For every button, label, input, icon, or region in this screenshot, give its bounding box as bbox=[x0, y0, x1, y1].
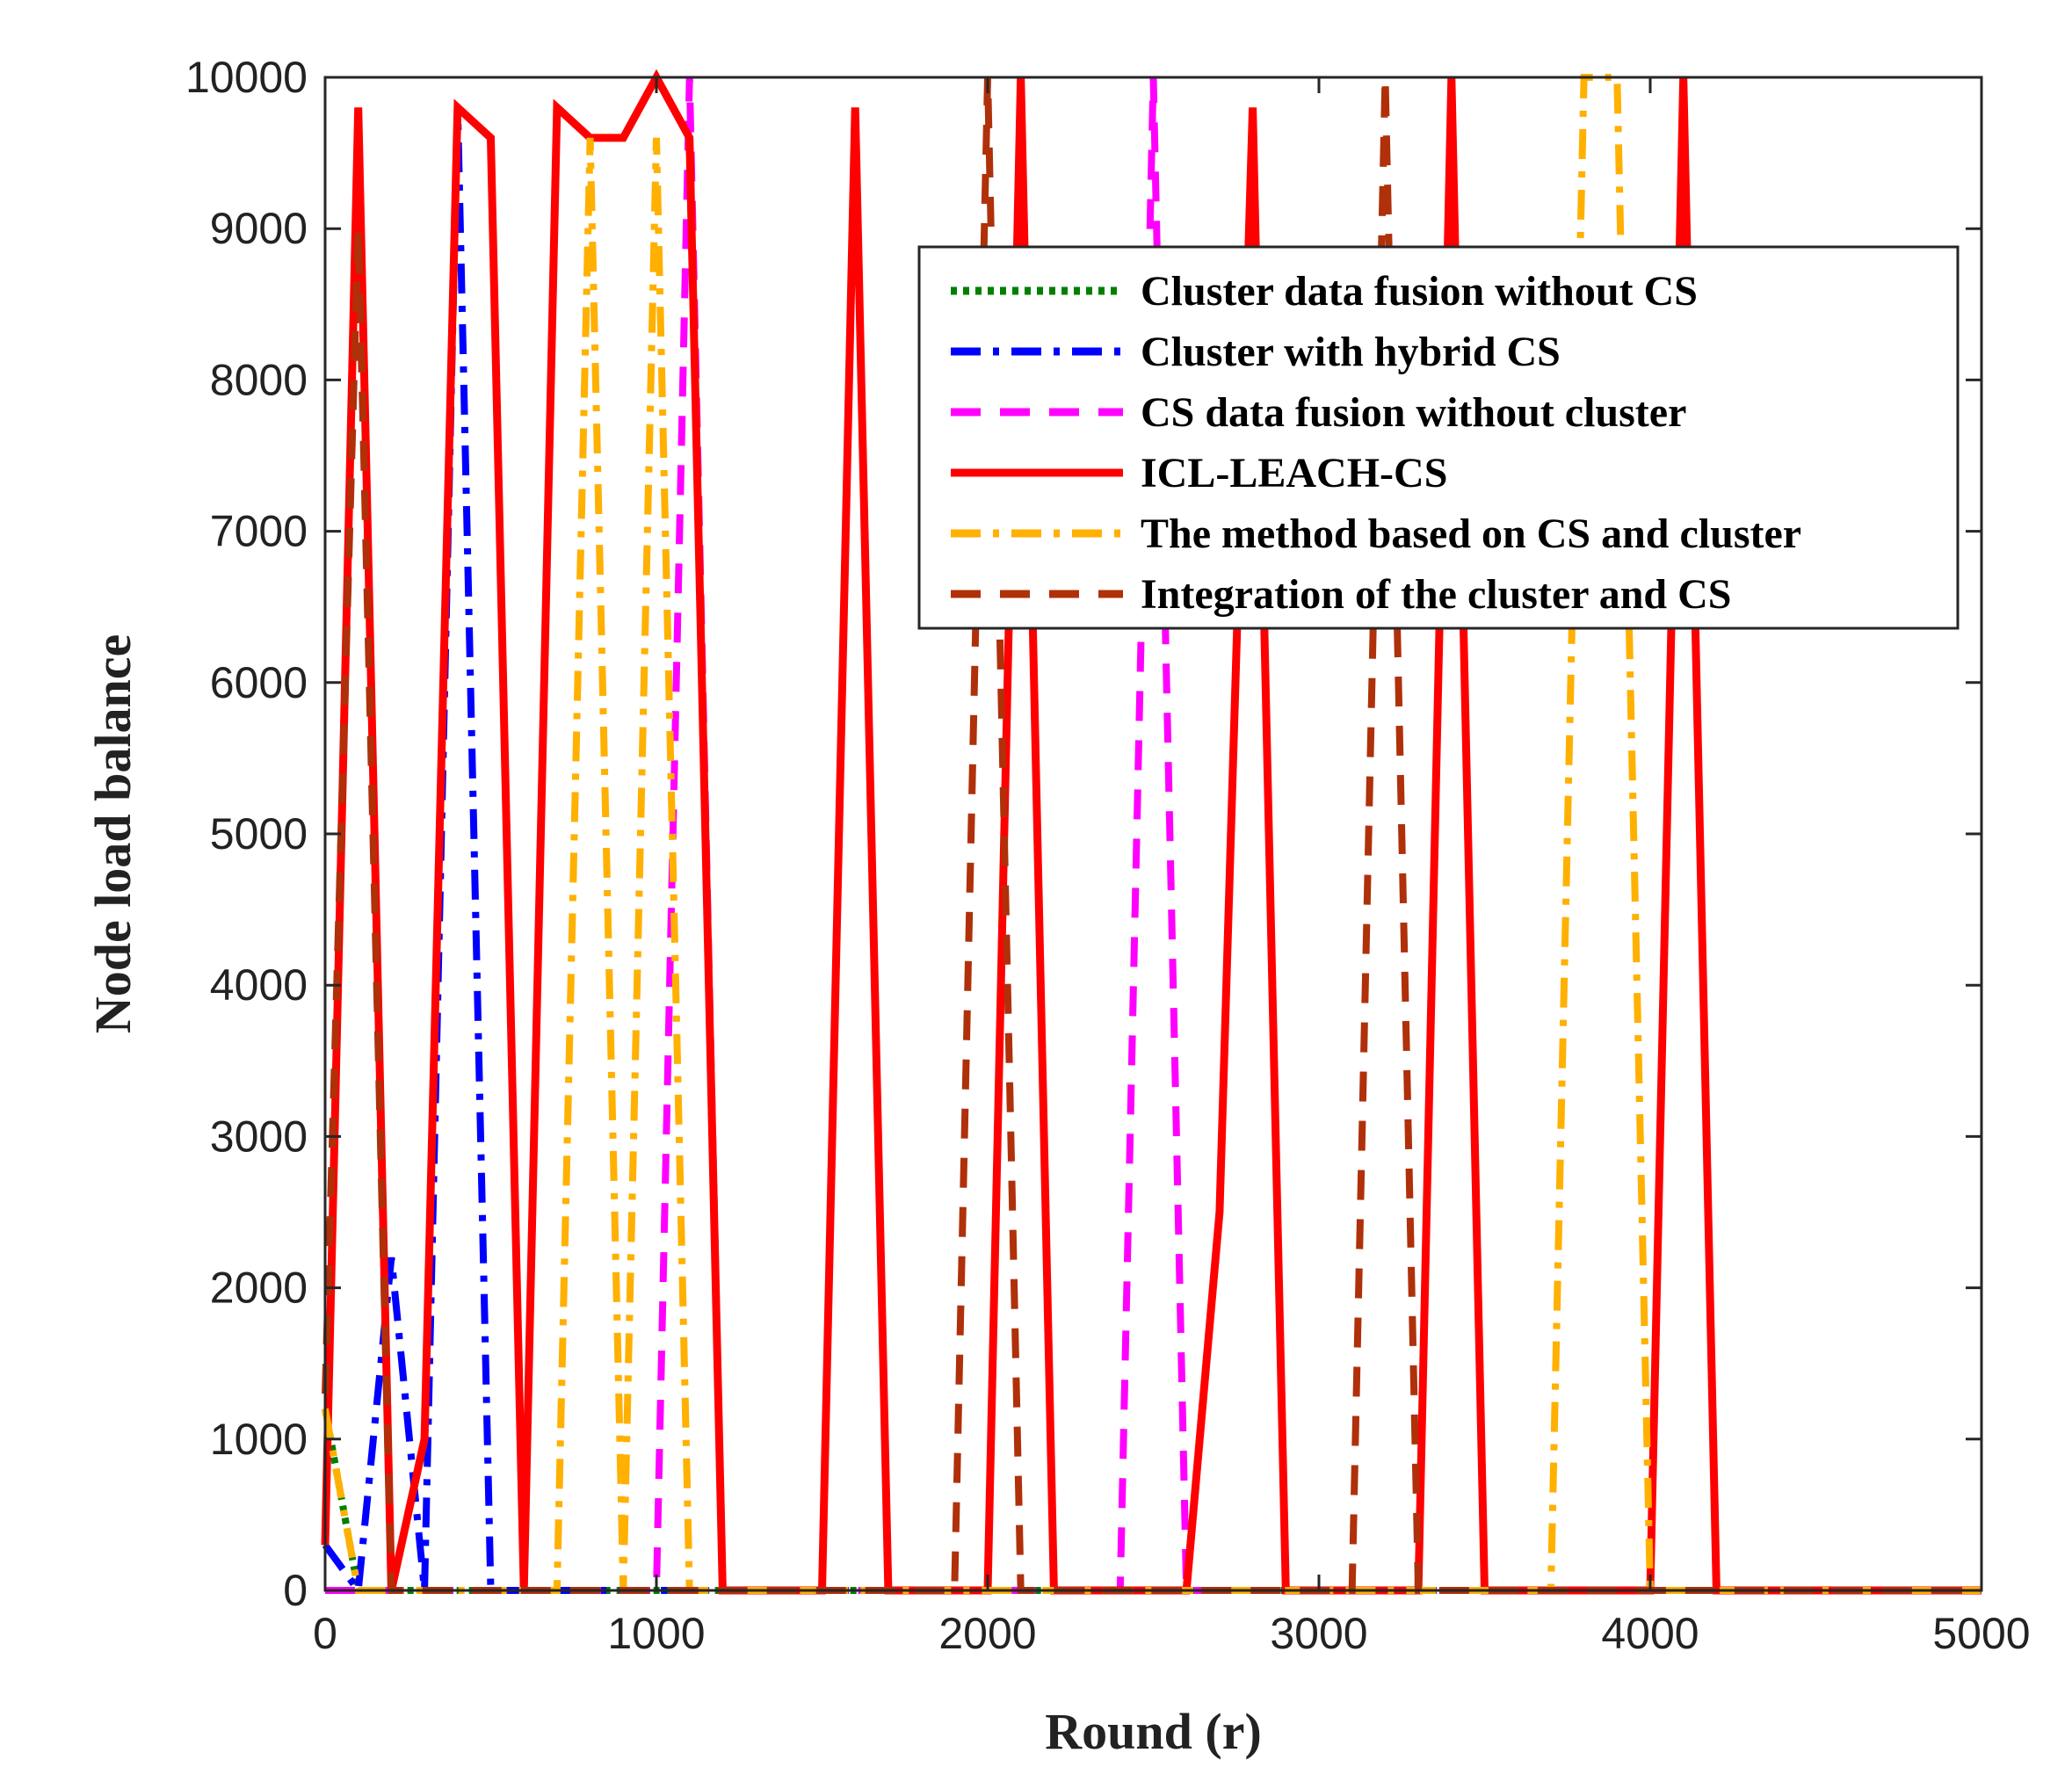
y-tick-label: 10000 bbox=[185, 53, 308, 102]
y-tick-label: 8000 bbox=[210, 355, 308, 404]
x-tick-label: 3000 bbox=[1270, 1609, 1367, 1658]
x-tick-label: 0 bbox=[313, 1609, 337, 1658]
x-axis-ticks: 0 1000 2000 3000 4000 5000 bbox=[313, 77, 2031, 1658]
y-axis-ticks: 0 1000 2000 3000 4000 5000 6000 7000 8000 9000 100… bbox=[185, 53, 1981, 1615]
y-tick-label: 3000 bbox=[210, 1112, 308, 1161]
x-axis-title: Round (r) bbox=[1045, 1703, 1262, 1760]
legend-label: CS data fusion without cluster bbox=[1141, 389, 1686, 436]
y-tick-label: 4000 bbox=[210, 960, 308, 1010]
y-tick-label: 1000 bbox=[210, 1415, 308, 1464]
series-line-1 bbox=[322, 1408, 1981, 1594]
series-line-6 bbox=[322, 76, 1981, 1594]
y-tick-label: 9000 bbox=[210, 204, 308, 253]
y-axis-title: Node load balance bbox=[84, 634, 141, 1033]
y-tick-label: 5000 bbox=[210, 809, 308, 858]
legend-box bbox=[917, 245, 1960, 630]
y-tick-label: 7000 bbox=[210, 507, 308, 556]
legend-label: ICL-LEACH-CS bbox=[1141, 450, 1447, 496]
legend-label: The method based on CS and cluster bbox=[1141, 511, 1801, 557]
x-tick-label: 1000 bbox=[607, 1609, 705, 1658]
y-tick-label: 0 bbox=[283, 1566, 308, 1615]
legend-label: Integration of the cluster and CS bbox=[1141, 571, 1731, 618]
x-tick-label: 5000 bbox=[1932, 1609, 2030, 1658]
y-tick-label: 6000 bbox=[210, 658, 308, 707]
legend: Cluster data fusion without CS Cluster wi… bbox=[917, 245, 1960, 630]
x-tick-label: 4000 bbox=[1601, 1609, 1699, 1658]
x-tick-label: 2000 bbox=[938, 1609, 1036, 1658]
y-tick-label: 2000 bbox=[210, 1264, 308, 1313]
legend-label: Cluster with hybrid CS bbox=[1141, 329, 1561, 375]
legend-label: Cluster data fusion without CS bbox=[1141, 268, 1698, 315]
